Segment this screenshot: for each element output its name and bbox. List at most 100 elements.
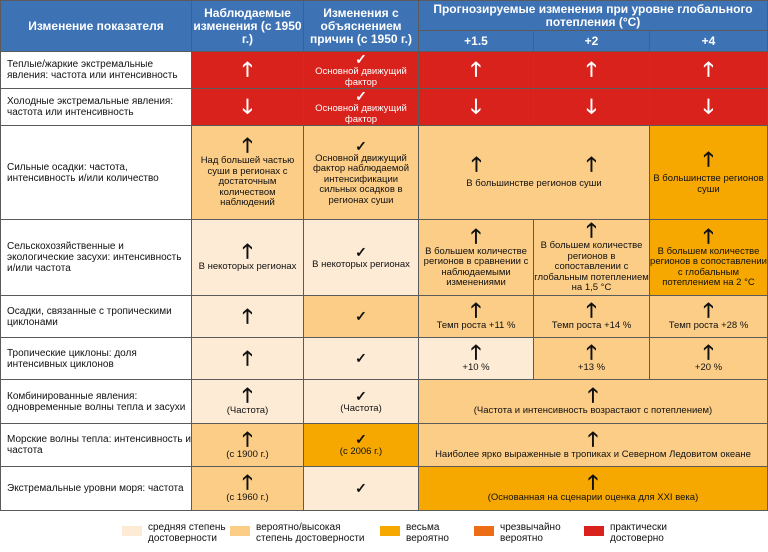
cell-text: (Частота и интенсивность возрастают с по… [473, 405, 713, 417]
header-indicator: Изменение показателя [0, 0, 192, 52]
legend: средняя степень достоверности вероятно/в… [0, 512, 768, 552]
arrow-up-icon: 🡑 [242, 241, 253, 264]
arrow-up-icon: 🡑 [586, 300, 597, 323]
projected-2-cell: 🡑 Темп роста +14 % [533, 295, 650, 338]
projected-1-5-cell: 🡑 В большем количестве регионов в сравнен… [418, 219, 534, 296]
header-warming-2: +2 [533, 30, 650, 52]
table-row: Морские волны тепла: интенсивность и час… [0, 423, 768, 467]
cell-text: В некоторых регионах [312, 258, 410, 270]
table-row: Комбинированные явления: одновременные в… [0, 379, 768, 424]
arrow-up-icon: 🡑 [242, 347, 253, 370]
cell-text: (Частота) [340, 402, 382, 414]
observed-cell: 🡑 (Частота) [191, 379, 304, 424]
cell-text: Основной движущий фактор [315, 66, 407, 88]
header-projected: Прогнозируемые изменения при уровне глоб… [418, 0, 768, 31]
legend-swatch [474, 526, 494, 536]
arrow-up-icon: 🡑 [242, 385, 253, 408]
check-icon: ✓ [355, 88, 367, 104]
legend-label: весьма вероятно [406, 522, 449, 544]
arrow-up-icon: 🡑 [703, 59, 714, 81]
cell-text: +20 % [694, 362, 723, 374]
arrow-up-icon: 🡑 [587, 385, 599, 408]
arrow-up-icon: 🡑 [703, 225, 714, 248]
check-icon: ✓ [355, 243, 367, 260]
arrow-up-icon: 🡑 [587, 472, 599, 495]
projected-1-5-cell: 🡓 [418, 88, 534, 126]
arrow-up-icon: 🡑 [242, 305, 253, 328]
header-attributed: Изменения с объяснением причин (с 1950 г… [303, 0, 419, 52]
arrow-up-icon: 🡑 [586, 154, 597, 177]
arrow-up-icon: 🡑 [470, 59, 482, 81]
projected-2-cell: 🡑 [533, 51, 650, 89]
row-label: Комбинированные явления: одновременные в… [0, 379, 192, 424]
legend-label: практически достоверно [610, 522, 667, 544]
projected-4-cell: 🡑 +20 % [649, 337, 768, 380]
observed-cell: 🡑 (с 1960 г.) [191, 466, 304, 511]
header-observed: Наблюдаемые изменения (с 1950 г.) [191, 0, 304, 52]
arrow-up-icon: 🡑 [586, 59, 597, 81]
arrow-up-icon: 🡑 [471, 154, 482, 177]
arrow-up-icon: 🡑 [470, 342, 482, 365]
projected-1-5-2-cell: 🡑 🡑 В большинстве регионов суши [418, 125, 650, 220]
projected-1-5-cell: 🡑 [418, 51, 534, 89]
cell-text: (с 1960 г.) [226, 492, 269, 504]
row-label: Сельскохозяйственные и экологические зас… [0, 219, 192, 296]
legend-label: средняя степень достоверности [148, 522, 226, 544]
check-icon: ✓ [355, 350, 367, 366]
projected-1-5-cell: 🡑 +10 % [418, 337, 534, 380]
legend-swatch [230, 526, 250, 536]
projected-all-cell: 🡑 (Основанная на сценарии оценка для XXI … [418, 466, 768, 511]
cell-text: (с 2006 г.) [339, 446, 383, 458]
arrow-up-icon: 🡑 [470, 225, 482, 248]
row-label: Экстремальные уровни моря: частота [0, 466, 192, 511]
cell-text: В большем количестве регионов в сравнени… [423, 245, 529, 288]
arrow-up-icon: 🡑 [586, 342, 597, 365]
extremes-table: Изменение показателя Наблюдаемые изменен… [0, 0, 768, 511]
cell-text: +13 % [577, 362, 606, 374]
header-warming-4: +4 [649, 30, 768, 52]
row-label: Теплые/жаркие экстремальные явления: час… [0, 51, 192, 89]
projected-1-5-cell: 🡑 Темп роста +11 % [418, 295, 534, 338]
projected-4-cell: 🡓 [649, 88, 768, 126]
arrow-down-icon: 🡓 [242, 96, 253, 118]
check-icon: ✓ [355, 480, 367, 496]
header-warming-1-5: +1.5 [418, 30, 534, 52]
observed-cell: 🡑 В некоторых регионах [191, 219, 304, 296]
attributed-cell: ✓ [303, 337, 419, 380]
projected-all-cell: 🡑 Наиболее ярко выраженные в тропиках и С… [418, 423, 768, 467]
check-icon: ✓ [355, 51, 367, 67]
attributed-cell: ✓ (Частота) [303, 379, 419, 424]
cell-text: В некоторых регионах [198, 261, 297, 273]
arrow-up-icon: 🡑 [586, 220, 597, 243]
arrow-up-icon: 🡑 [703, 300, 714, 323]
row-label: Осадки, связанные с тропическими циклона… [0, 295, 192, 338]
projected-4-cell: 🡑 В большем количестве регионов в сопоста… [649, 219, 768, 296]
cell-text: +10 % [462, 362, 490, 374]
observed-cell: 🡑 Над большей частью суши в регионах с до… [191, 125, 304, 220]
table-row: Осадки, связанные с тропическими циклона… [0, 295, 768, 338]
arrow-down-icon: 🡓 [586, 96, 597, 118]
projected-4-cell: 🡑 [649, 51, 768, 89]
check-icon: ✓ [355, 431, 367, 448]
cell-text: Темп роста +28 % [668, 320, 749, 332]
table-row: Тропические циклоны: доля интенсивных ци… [0, 337, 768, 380]
arrow-up-icon: 🡑 [587, 428, 599, 451]
projected-4-cell: 🡑 В большинстве регионов суши [649, 125, 768, 220]
arrow-up-icon: 🡑 [242, 472, 253, 495]
projected-all-cell: 🡑 (Частота и интенсивность возрастают с п… [418, 379, 768, 424]
observed-cell: 🡑 [191, 51, 304, 89]
row-label: Холодные экстремальные явления: частота … [0, 88, 192, 126]
arrow-up-icon: 🡑 [242, 428, 253, 451]
legend-swatch [584, 526, 604, 536]
projected-2-cell: 🡓 [533, 88, 650, 126]
attributed-cell: ✓ [303, 466, 419, 511]
cell-text: В большинстве регионов суши [653, 173, 764, 195]
projected-2-cell: 🡑 В большем количестве регионов в сопоста… [533, 219, 650, 296]
projected-2-cell: 🡑 +13 % [533, 337, 650, 380]
arrow-down-icon: 🡓 [703, 96, 714, 118]
row-label: Тропические циклоны: доля интенсивных ци… [0, 337, 192, 380]
cell-text: Темп роста +11 % [436, 320, 516, 332]
table-row: Холодные экстремальные явления: частота … [0, 88, 768, 126]
attributed-cell: ✓ [303, 295, 419, 338]
observed-cell: 🡑 [191, 337, 304, 380]
